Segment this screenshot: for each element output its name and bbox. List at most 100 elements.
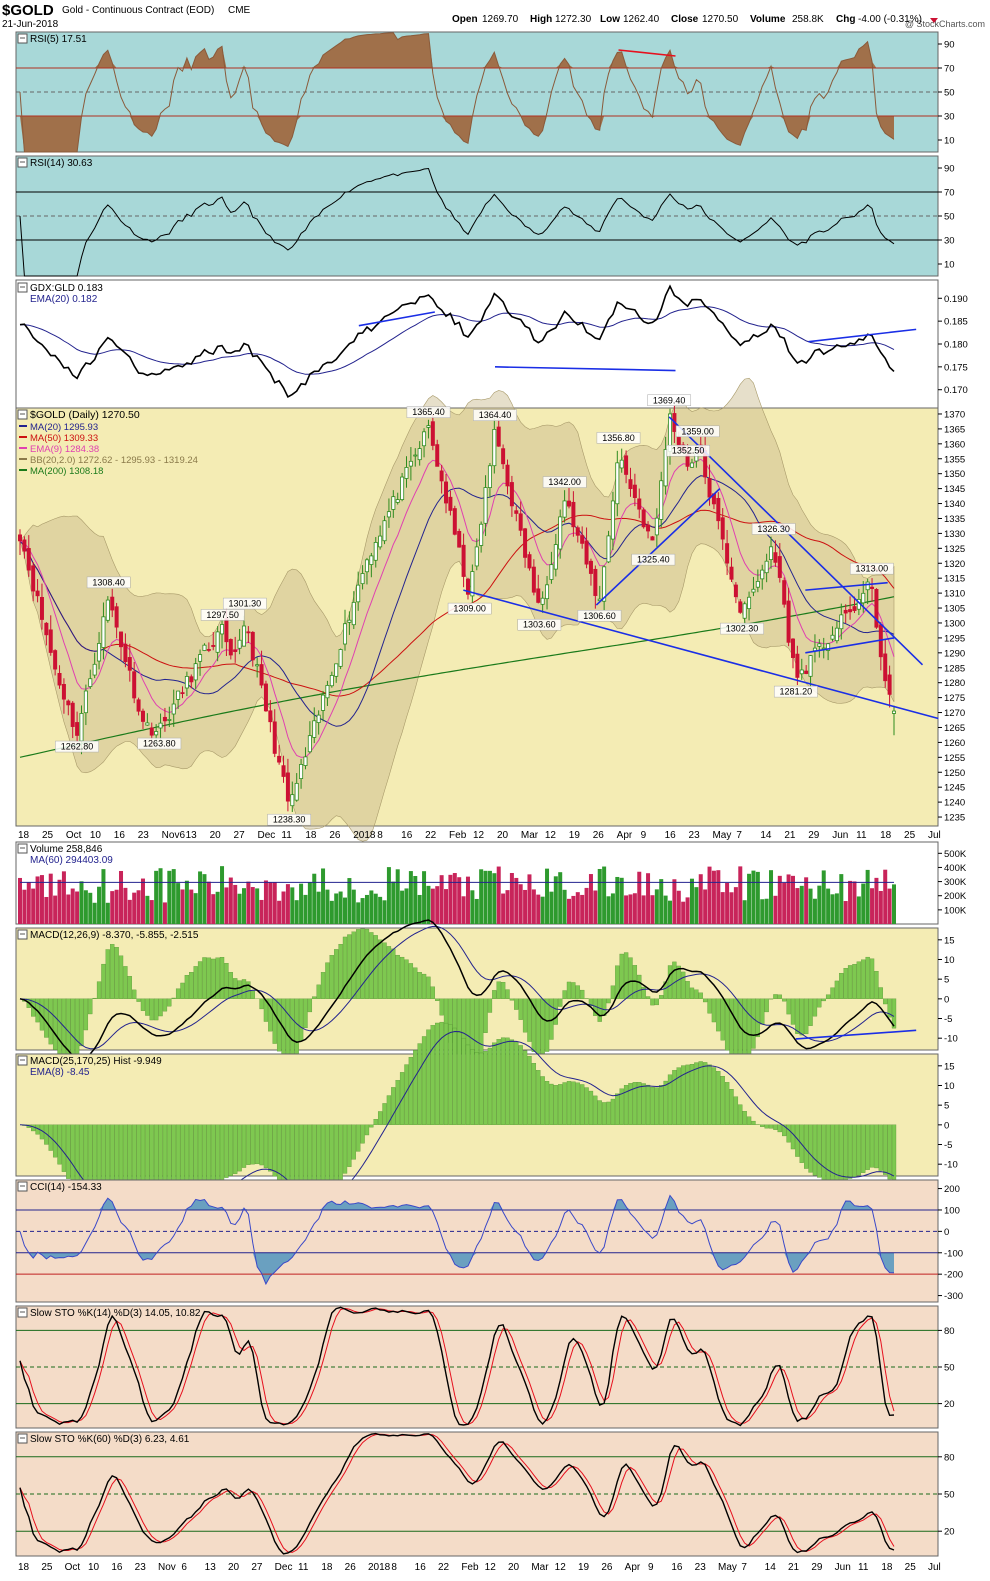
price-annotation: 1306.60 <box>583 611 616 621</box>
macd-hist-bar <box>677 966 681 999</box>
macd2-hist-bar <box>488 1048 492 1125</box>
x-axis-label: 16 <box>401 830 413 841</box>
macd2-hist-bar <box>435 1023 439 1125</box>
price-candle-body <box>357 585 360 602</box>
price-candle-body <box>177 691 180 699</box>
volume-bar <box>172 869 176 924</box>
macd2-tick-label: 5 <box>944 1101 949 1112</box>
macd-hist-bar <box>440 999 444 1015</box>
legend-entry: EMA(9) 1284.38 <box>30 444 99 455</box>
price-tick-label: 1290 <box>944 648 965 659</box>
x-axis-label: 22 <box>438 1562 450 1573</box>
chg-label: Chg <box>836 14 855 25</box>
macd-hist-bar <box>558 999 562 1007</box>
macd2-hist-bar <box>246 1125 250 1165</box>
price-candle-body <box>791 639 794 658</box>
macd-hist-bar <box>413 968 417 999</box>
price-candle-body <box>247 632 250 633</box>
price-candle-body <box>458 531 461 547</box>
volume-bar <box>387 867 391 924</box>
volume-bar <box>185 881 189 924</box>
price-candle-body <box>594 569 597 595</box>
price-candle-body <box>409 461 412 466</box>
macd2-hist-bar <box>611 1099 615 1125</box>
macd-hist-bar <box>286 999 290 1063</box>
x-axis-label: Apr <box>617 830 633 841</box>
price-candle-body <box>739 602 742 613</box>
price-candle-body <box>194 664 197 680</box>
cci-tick-label: -200 <box>944 1270 963 1281</box>
chart-date: 21-Jun-2018 <box>2 19 59 30</box>
macd-hist-bar <box>545 999 549 1052</box>
x-axis-label: 23 <box>689 830 701 841</box>
price-candle-body <box>146 723 149 725</box>
macd-hist-bar <box>321 972 325 999</box>
price-candle-body <box>36 591 39 596</box>
rsi5-tick-label: 10 <box>944 136 955 147</box>
volume-bar <box>747 874 751 924</box>
volume-bar <box>176 883 180 924</box>
volume-bar <box>268 882 272 924</box>
price-annotation: 1342.00 <box>548 477 581 487</box>
price-annotation: 1303.60 <box>523 620 556 630</box>
price-candle-body <box>225 619 228 642</box>
price-candle-body <box>436 445 439 467</box>
x-axis-label: 2018 <box>368 1562 391 1573</box>
price-candle-body <box>431 422 434 446</box>
macd2-hist-bar <box>567 1081 571 1125</box>
x-axis-label: 26 <box>593 830 605 841</box>
price-annotation: 1364.40 <box>479 410 512 420</box>
macd2-tick-label: 0 <box>944 1120 949 1131</box>
price-candle-body <box>264 684 267 711</box>
volume-label: Volume 258,846 <box>30 844 103 855</box>
price-candle-body <box>475 547 478 566</box>
macd-hist-bar <box>334 949 338 998</box>
macd-hist-bar <box>598 999 602 1022</box>
macd-hist-bar <box>527 999 531 1042</box>
volume-bar <box>778 876 782 924</box>
macd-hist-bar <box>712 999 716 1022</box>
volume-bar <box>444 889 448 924</box>
volume-bar <box>879 891 883 924</box>
volume-bar <box>866 870 870 924</box>
macd-hist-bar <box>211 959 215 999</box>
macd2-hist-bar <box>484 1051 488 1125</box>
price-tick-label: 1260 <box>944 738 965 749</box>
x-axis-label: 18 <box>321 1562 333 1573</box>
x-axis-label: Jun <box>835 1562 851 1573</box>
volume-bar <box>576 892 580 924</box>
rsi14-menu-icon <box>18 158 27 167</box>
macd2-hist-bar <box>589 1091 593 1125</box>
volume-bar <box>668 901 672 924</box>
volume-bar <box>202 874 206 924</box>
price-tick-label: 1365 <box>944 424 965 435</box>
price-candle-body <box>805 671 808 673</box>
volume-bar <box>883 870 887 924</box>
price-candle-body <box>128 657 131 670</box>
macd2-hist-bar <box>238 1125 242 1171</box>
volume-bar <box>677 891 681 924</box>
macd2-hist-bar <box>659 1085 663 1125</box>
price-candle-body <box>848 610 851 612</box>
macd2-hist-bar <box>664 1081 668 1125</box>
x-axis-label: Nov <box>158 1562 176 1573</box>
low-label: Low <box>600 14 620 25</box>
macd-hist-bar <box>93 998 97 999</box>
macd2-hist-bar <box>708 1065 712 1125</box>
macd2-hist-bar <box>549 1084 553 1125</box>
macd2-hist-bar <box>751 1121 755 1125</box>
price-candle-body <box>203 645 206 650</box>
x-axis-label: 11 <box>856 830 867 841</box>
rsi14-plot-area <box>16 156 938 276</box>
x-axis-label: 20 <box>228 1562 240 1573</box>
price-candle-body <box>655 518 658 535</box>
x-axis-label: 11 <box>858 1562 869 1573</box>
macd-hist-bar <box>299 999 303 1041</box>
volume-bar <box>686 897 690 924</box>
macd2-hist-bar <box>602 1102 606 1124</box>
macd-hist-bar <box>883 999 887 1004</box>
macd2-hist-bar <box>729 1089 733 1125</box>
price-candle-body <box>502 449 505 464</box>
volume-bar <box>238 894 242 924</box>
